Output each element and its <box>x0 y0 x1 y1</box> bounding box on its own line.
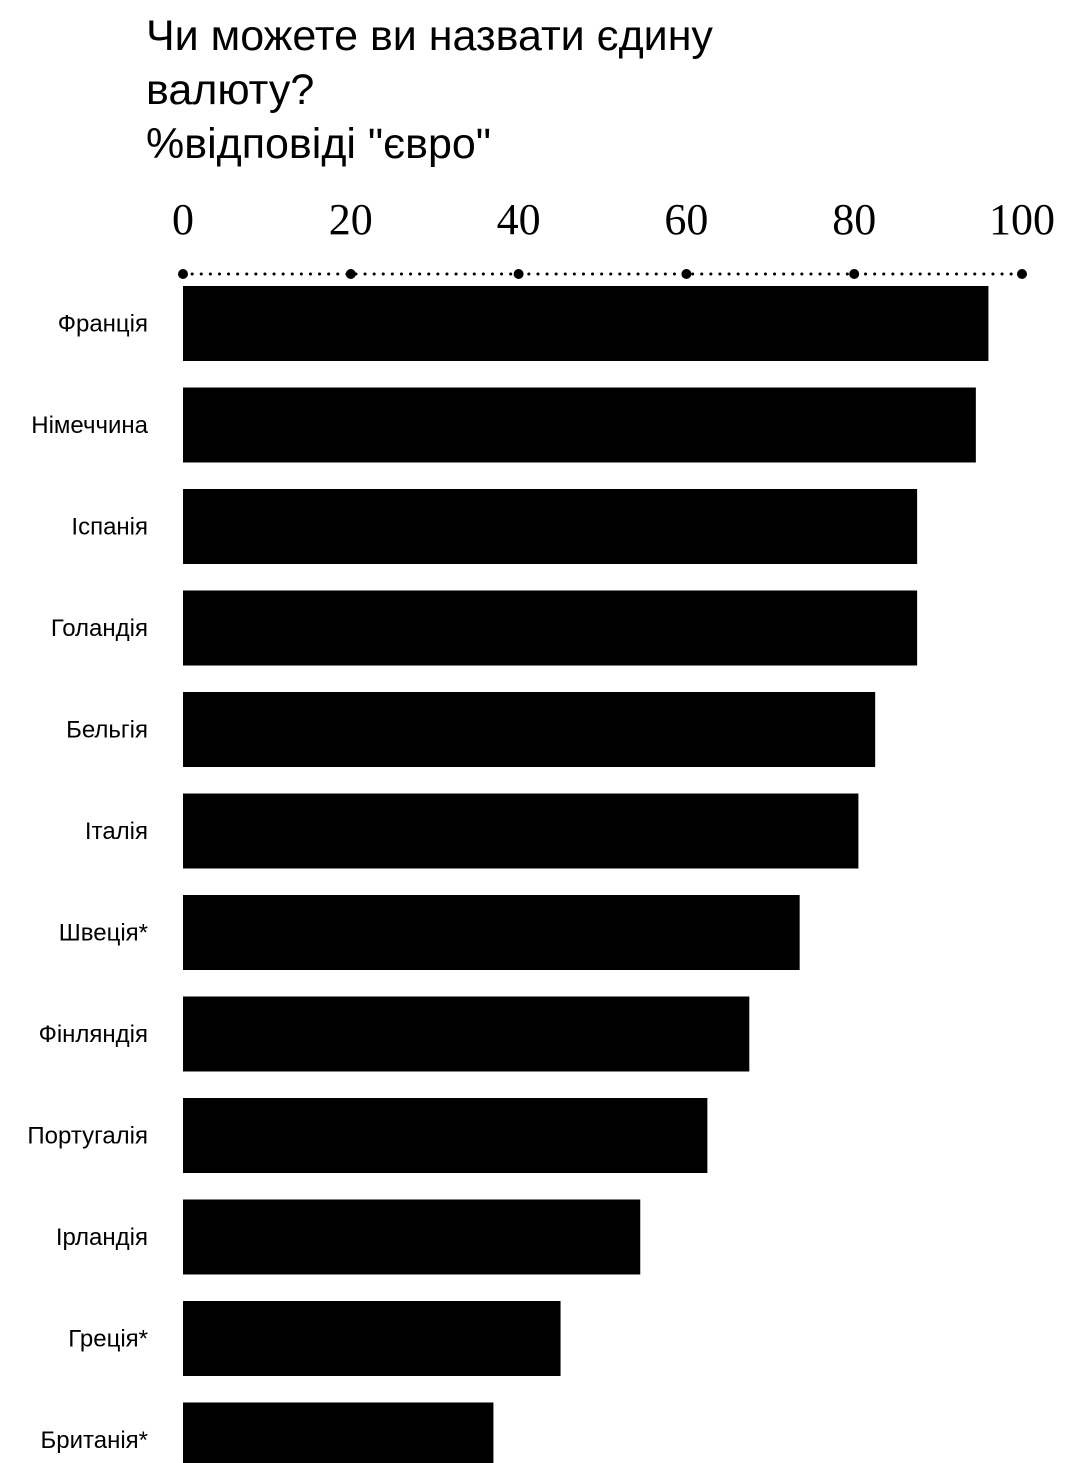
category-label: Швеція* <box>59 920 148 947</box>
bars <box>183 286 989 1463</box>
x-tick-label: 60 <box>664 195 708 244</box>
x-tick-marker <box>1017 269 1027 279</box>
bar <box>183 1098 708 1173</box>
category-label: Голандія <box>51 615 148 642</box>
chart-title: Чи можете ви назвати єдину валюту? %відп… <box>146 12 713 168</box>
category-label: Португалія <box>27 1123 148 1150</box>
x-tick-marker <box>681 269 692 279</box>
x-tick-marker <box>513 269 524 279</box>
title-line-3: %відповіді "євро" <box>146 120 491 168</box>
bar <box>183 692 876 767</box>
x-tick-label: 20 <box>329 195 373 244</box>
category-label: Ірландія <box>56 1224 148 1251</box>
x-tick-marker <box>345 269 356 279</box>
bar <box>183 793 859 869</box>
category-label: Бельгія <box>66 717 148 744</box>
bar <box>183 895 800 970</box>
title-line-1: Чи можете ви назвати єдину <box>146 12 713 60</box>
category-label: Греція* <box>68 1326 148 1353</box>
title-line-2: валюту? <box>146 66 314 114</box>
category-labels: Франція Німеччина Іспанія Голандія Бельгія Іт… <box>27 311 148 1455</box>
bar <box>183 1301 561 1376</box>
x-tick-label: 0 <box>172 195 194 244</box>
category-label: Франція <box>58 311 148 338</box>
category-label: Італія <box>85 818 148 845</box>
bar <box>183 1199 641 1275</box>
category-label: Іспанія <box>71 514 148 541</box>
bar <box>183 489 918 564</box>
x-tick-label: 40 <box>497 195 541 244</box>
x-tick-label: 80 <box>832 195 876 244</box>
x-tick-label: 100 <box>989 195 1055 244</box>
category-label: Фінляндія <box>39 1021 148 1048</box>
bar <box>183 387 976 463</box>
category-label: Британія* <box>41 1427 149 1454</box>
bar <box>183 286 989 361</box>
x-tick-marker <box>849 269 860 279</box>
x-tick-marker <box>178 269 188 279</box>
category-label: Німеччина <box>31 412 148 439</box>
bar <box>183 996 750 1072</box>
bar <box>183 1402 494 1463</box>
bar <box>183 590 918 666</box>
x-axis-ticks: 0 20 40 60 80 100 <box>172 195 1055 279</box>
